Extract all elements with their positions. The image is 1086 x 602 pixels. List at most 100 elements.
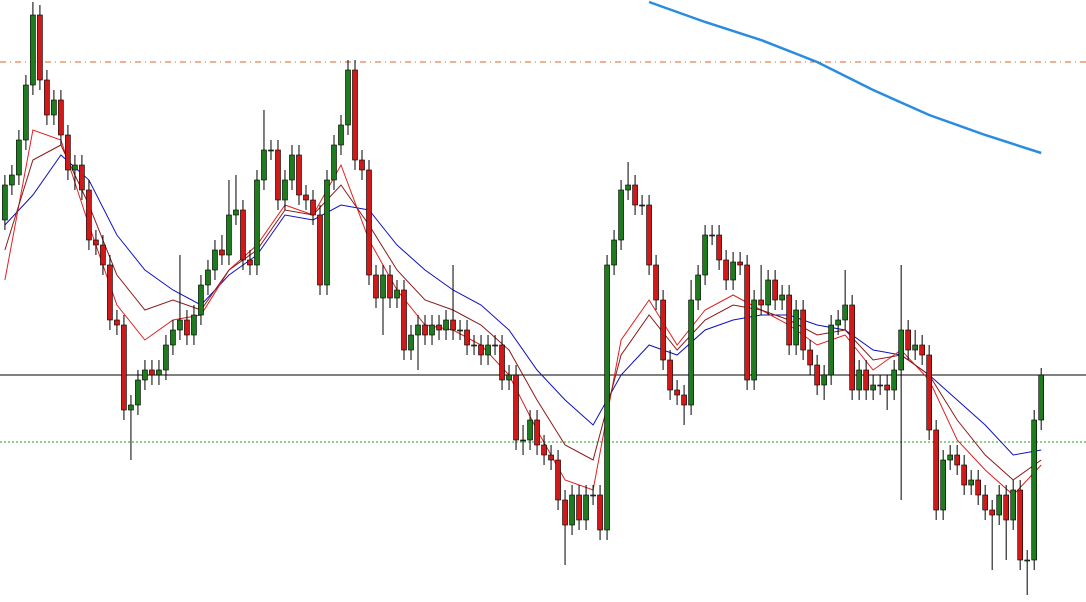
candle-body: [1010, 489, 1017, 521]
candle-body: [884, 384, 890, 391]
candle-body: [961, 464, 967, 486]
candle-body: [422, 324, 428, 336]
indicator-line: [4, 154, 1042, 456]
candle-body: [898, 329, 904, 371]
candle-body: [828, 324, 834, 376]
candle-body: [44, 79, 50, 116]
candle-body: [184, 319, 190, 336]
candle-body: [919, 344, 925, 356]
candle-body: [247, 259, 253, 266]
candle-body: [695, 274, 701, 301]
candle-body: [429, 324, 435, 336]
candle-body: [513, 374, 519, 441]
candle-body: [933, 429, 939, 511]
candle-body: [408, 334, 414, 351]
candle-body: [492, 344, 498, 347]
candle-body: [709, 234, 715, 237]
candle-body: [275, 149, 281, 201]
candle-body: [373, 274, 379, 299]
candle-body: [562, 499, 568, 526]
candle-body: [618, 189, 624, 241]
candle-body: [499, 344, 505, 381]
candle-body: [786, 294, 792, 346]
candle-body: [772, 279, 778, 301]
candle-body: [79, 164, 85, 191]
candle-body: [100, 244, 106, 266]
candle-body: [870, 384, 876, 391]
candle-body: [128, 404, 134, 411]
candle-body: [793, 309, 799, 346]
candle-body: [849, 304, 855, 391]
candle-body: [625, 184, 631, 191]
candle-body: [779, 294, 785, 301]
candle-body: [807, 349, 813, 366]
candle-body: [814, 364, 820, 386]
indicator-line: [4, 129, 1042, 496]
candle-body: [205, 269, 211, 286]
candle-body: [380, 274, 386, 299]
candle-body: [16, 139, 22, 176]
candle-body: [758, 299, 764, 306]
candle-body: [611, 239, 617, 266]
candle-body: [877, 384, 883, 387]
candle-body: [471, 344, 477, 347]
candle-body: [660, 299, 666, 361]
candle-body: [478, 344, 484, 356]
candle-body: [450, 319, 456, 331]
candle-body: [485, 344, 491, 356]
candle-body: [576, 494, 582, 521]
candle-body: [947, 454, 953, 461]
candle-body: [835, 319, 841, 326]
candle-body: [569, 494, 575, 526]
candle-body: [30, 14, 36, 86]
candle-body: [583, 494, 589, 521]
candle-body: [142, 369, 148, 381]
candle-body: [72, 164, 78, 171]
candle-body: [2, 184, 8, 221]
candle-body: [534, 419, 540, 446]
candle-body: [457, 329, 463, 332]
candle-body: [415, 324, 421, 336]
candle-body: [226, 214, 232, 256]
candle-body: [86, 189, 92, 241]
candle-body: [905, 329, 911, 351]
candle-body: [541, 444, 547, 456]
candle-body: [51, 99, 57, 116]
candle-body: [975, 479, 981, 496]
candle-body: [856, 369, 862, 391]
candle-body: [191, 314, 197, 336]
candle-body: [268, 149, 274, 152]
candle-body: [940, 459, 946, 511]
candle-body: [317, 214, 323, 286]
candle-body: [135, 379, 141, 406]
candle-body: [912, 344, 918, 351]
candle-body: [121, 324, 127, 411]
candle-body: [401, 289, 407, 351]
candle-body: [303, 194, 309, 201]
candle-body: [261, 149, 267, 181]
candle-body: [254, 179, 260, 266]
candle-body: [93, 239, 99, 246]
candle-body: [723, 259, 729, 281]
candle-body: [1038, 374, 1045, 421]
candle-body: [632, 184, 638, 206]
candle-body: [737, 261, 743, 266]
candle-body: [240, 209, 246, 261]
candle-body: [989, 509, 995, 516]
candle-body: [37, 14, 43, 81]
candle-body: [198, 284, 204, 316]
candle-body: [219, 249, 225, 256]
candle-body: [730, 261, 736, 281]
candle-body: [387, 274, 393, 299]
candle-body: [863, 369, 869, 391]
candle-body: [170, 329, 176, 346]
candle-body: [842, 304, 848, 321]
candle-body: [751, 299, 757, 381]
candle-body: [296, 154, 302, 196]
candle-body: [23, 84, 29, 141]
indicator-line: [648, 0, 1042, 155]
candle-body: [800, 309, 806, 351]
candle-body: [366, 169, 372, 276]
